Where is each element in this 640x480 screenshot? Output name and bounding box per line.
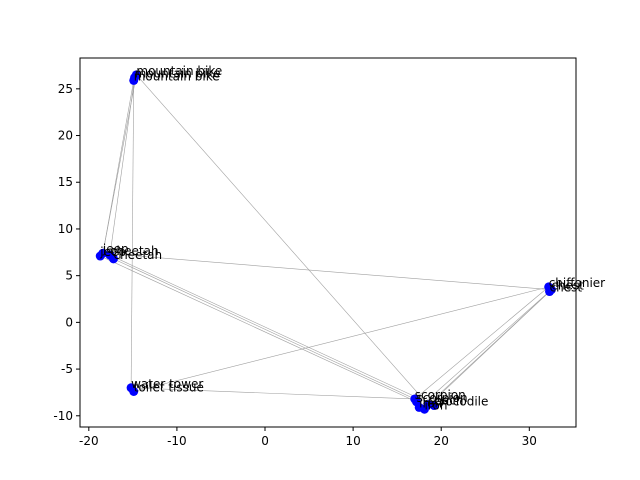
x-tick-label: 20 (434, 434, 449, 448)
edge-line (102, 252, 552, 290)
point-label: toilet tissue (134, 381, 204, 395)
data-point (419, 404, 429, 414)
data-point (129, 387, 139, 397)
y-tick-label: 10 (58, 222, 73, 236)
edge-line (102, 80, 135, 254)
y-tick-label: -5 (61, 362, 73, 376)
points-layer (95, 70, 556, 414)
edge-line (414, 286, 549, 400)
edge-line (133, 286, 549, 392)
y-axis: -10 -5 0 5 10 15 20 25 (53, 82, 80, 423)
point-label: water tower (131, 377, 203, 391)
point-label: jeep (99, 245, 126, 259)
point-label: cheetah (110, 244, 159, 258)
data-point (545, 287, 555, 297)
point-label: scorpion (415, 388, 466, 402)
edge-line (136, 74, 429, 405)
point-label: chiffonier (549, 276, 605, 290)
data-point (429, 401, 439, 411)
x-tick-label: -10 (167, 434, 187, 448)
x-tick-label: -20 (79, 434, 99, 448)
y-tick-label: 0 (65, 315, 73, 329)
point-label: mountain bike (135, 67, 221, 81)
edges-layer (100, 74, 552, 410)
edge-line (427, 291, 550, 405)
point-label: scorpion (417, 391, 468, 405)
y-tick-label: 15 (58, 175, 73, 189)
data-point (129, 75, 139, 85)
edge-line (109, 254, 435, 406)
data-point (108, 254, 118, 264)
edge-line (131, 387, 415, 400)
x-tick-label: 30 (522, 434, 537, 448)
y-tick-label: 25 (58, 82, 73, 96)
x-tick-label: 0 (261, 434, 269, 448)
point-label: mountain bike (136, 64, 222, 78)
point-label: chest (550, 281, 583, 295)
point-label: coach (428, 394, 464, 408)
y-tick-label: 20 (58, 129, 73, 143)
point-label: cheetah (113, 248, 162, 262)
edge-line (100, 255, 417, 403)
plot-frame (79, 57, 577, 428)
point-label: jeep (102, 242, 129, 256)
x-tick-label: 10 (345, 434, 360, 448)
x-axis: -20 -10 0 10 20 30 (79, 427, 537, 448)
y-tick-label: -10 (53, 409, 73, 423)
edge-line (113, 258, 415, 400)
edge-line (109, 77, 135, 256)
edge-line (130, 80, 135, 388)
point-label: iron (419, 396, 442, 410)
data-point (95, 251, 105, 261)
point-label: iron (424, 398, 447, 412)
point-label: mountain bike (134, 69, 220, 83)
y-tick-label: 5 (65, 269, 73, 283)
point-label: crocodile (434, 395, 488, 409)
edge-line (418, 289, 552, 408)
